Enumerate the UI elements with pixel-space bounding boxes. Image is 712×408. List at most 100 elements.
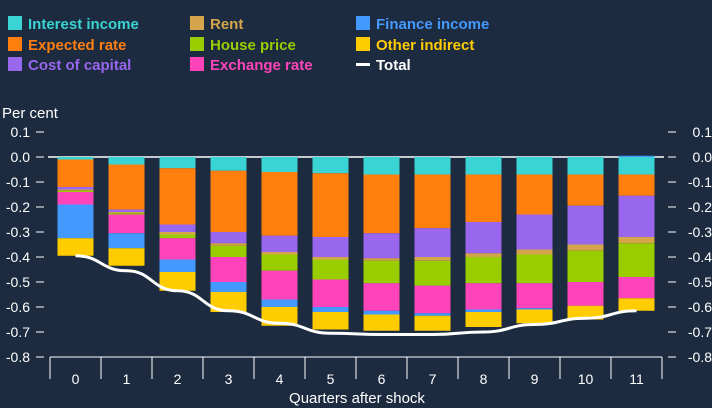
bar-segment-cost-of-capital: [57, 187, 94, 190]
bar-segment-cost-of-capital: [261, 235, 298, 252]
bar-segment-finance-income: [414, 313, 451, 316]
bar-segment-rent: [618, 237, 655, 244]
bar-segment-other-indirect: [159, 272, 196, 291]
bar-segment-exchange-rate: [261, 270, 298, 300]
y-tick-label-left: 0.1: [11, 124, 31, 140]
bar-segment-expected-rate: [159, 168, 196, 225]
y-tick-label-right: 0.0: [693, 149, 712, 165]
bar-segment-house-price: [516, 254, 553, 284]
y-tick-label-right: -0.3: [688, 224, 712, 240]
bar-segment-rent: [312, 257, 349, 260]
bar-segment-interest-income: [210, 157, 247, 171]
legend-swatch-exchange-rate: [190, 57, 204, 71]
bar-segment-interest-income: [516, 157, 553, 175]
x-tick-label: 2: [174, 371, 182, 387]
bar-segment-other-indirect: [210, 292, 247, 312]
bar-segment-other-indirect: [465, 312, 502, 327]
legend-label-finance-income: Finance income: [376, 16, 489, 33]
y-tick-label-right: -0.6: [688, 299, 712, 315]
y-tick-label-right: -0.4: [688, 249, 712, 265]
bar-segment-expected-rate: [57, 159, 94, 187]
bar-segment-rent: [516, 249, 553, 255]
total-line-group: [75, 254, 637, 336]
legend-swatch-cost-of-capital: [8, 57, 22, 71]
bar-segment-exchange-rate: [108, 214, 145, 234]
legend-swatch-expected-rate: [8, 37, 22, 51]
y-tick-label-right: -0.1: [688, 174, 712, 190]
x-axis-title: Quarters after shock: [289, 390, 425, 407]
bar-segment-house-price: [414, 260, 451, 286]
bar-segment-other-indirect: [108, 248, 145, 266]
y-tick-label-right: -0.5: [688, 274, 712, 290]
bar-segment-cost-of-capital: [414, 228, 451, 257]
y-axis-unit-label: Per cent: [2, 105, 59, 122]
bar-segment-other-indirect: [363, 314, 400, 331]
legend-label-rent: Rent: [210, 16, 243, 33]
bar-segment-exchange-rate: [516, 283, 553, 309]
legend: Interest income Rent Finance income Expecte…: [8, 16, 489, 74]
bar-segment-house-price: [567, 250, 604, 282]
bar-segment-rent: [57, 189, 94, 191]
x-tick-label: 10: [578, 371, 594, 387]
bar-segment-other-indirect: [261, 307, 298, 326]
bar-segment-finance-income: [159, 259, 196, 272]
x-tick-label: 3: [225, 371, 233, 387]
bar-segment-interest-income: [363, 157, 400, 175]
bar-segment-expected-rate: [312, 173, 349, 237]
legend-swatch-total: [356, 63, 370, 66]
bar-segment-other-indirect: [312, 312, 349, 330]
bar-segment-house-price: [159, 234, 196, 239]
bar-segment-rent: [108, 212, 145, 214]
bar-segment-exchange-rate: [210, 257, 247, 282]
bar-segment-expected-rate: [210, 170, 247, 232]
bar-segment-expected-rate: [516, 174, 553, 215]
bar-segment-interest-income: [159, 157, 196, 169]
bar-segment-rent: [261, 252, 298, 255]
y-tick-label-left: 0.0: [11, 149, 31, 165]
legend-label-cost-of-capital: Cost of capital: [28, 57, 131, 74]
x-tick-label: 0: [72, 371, 80, 387]
bar-segment-rent: [414, 257, 451, 261]
bar-segment-cost-of-capital: [108, 209, 145, 212]
bar-segment-cost-of-capital: [618, 195, 655, 237]
x-tick-label: 11: [629, 371, 644, 387]
legend-label-house-price: House price: [210, 37, 296, 54]
bar-segment-cost-of-capital: [312, 237, 349, 257]
bar-segment-finance-income: [312, 307, 349, 312]
x-tick-label: 1: [123, 371, 131, 387]
bar-segment-interest-income: [261, 157, 298, 172]
x-tick-label: 8: [480, 371, 488, 387]
bar-segment-finance-income: [363, 310, 400, 315]
bar-segment-rent: [567, 244, 604, 251]
bar-segment-house-price: [57, 190, 94, 192]
bar-segment-interest-income: [57, 157, 94, 160]
bar-segment-house-price: [363, 260, 400, 284]
bar-segment-expected-rate: [618, 174, 655, 196]
y-tick-label-left: -0.3: [6, 224, 30, 240]
bar-segment-cost-of-capital: [567, 205, 604, 245]
bar-segment-cost-of-capital: [363, 233, 400, 259]
bar-segment-rent: [210, 243, 247, 246]
y-tick-label-right: -0.8: [688, 349, 712, 365]
y-tick-label-right: -0.2: [688, 199, 712, 215]
bar-segment-cost-of-capital: [465, 222, 502, 254]
y-tick-label-left: -0.2: [6, 199, 30, 215]
bar-segment-exchange-rate: [363, 283, 400, 311]
legend-label-interest-income: Interest income: [28, 16, 139, 33]
legend-swatch-interest-income: [8, 16, 22, 30]
bar-segment-cost-of-capital: [210, 232, 247, 244]
legend-swatch-rent: [190, 16, 204, 30]
legend-swatch-other-indirect: [356, 37, 370, 51]
y-tick-label-left: -0.7: [6, 324, 30, 340]
legend-label-expected-rate: Expected rate: [28, 37, 126, 54]
bar-segment-house-price: [465, 257, 502, 284]
bar-segment-exchange-rate: [414, 285, 451, 314]
bar-segment-expected-rate: [567, 174, 604, 206]
bar-segment-interest-income: [312, 157, 349, 174]
bar-segment-interest-income: [414, 157, 451, 175]
x-tick-label: 9: [531, 371, 539, 387]
bar-segment-finance-income: [465, 309, 502, 312]
bar-segment-rent: [159, 232, 196, 235]
bar-segment-other-indirect: [414, 315, 451, 331]
